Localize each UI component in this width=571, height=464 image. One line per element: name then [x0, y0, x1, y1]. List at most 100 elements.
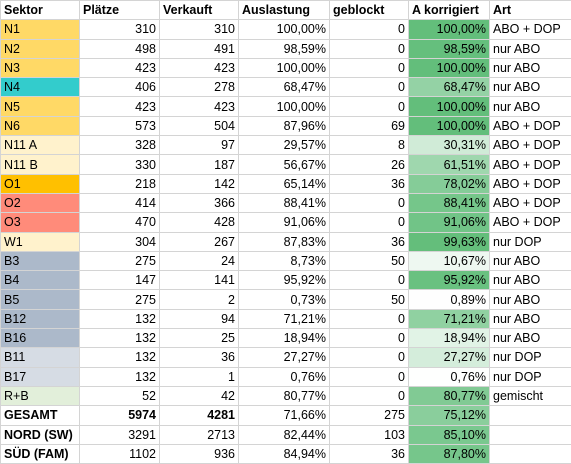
cell-plaetze[interactable]: 1102: [80, 444, 160, 463]
cell-sektor[interactable]: B16: [1, 329, 80, 348]
cell-auslastung[interactable]: 82,44%: [239, 425, 330, 444]
cell-a-korrigiert[interactable]: 80,77%: [409, 386, 490, 405]
cell-a-korrigiert[interactable]: 61,51%: [409, 155, 490, 174]
cell-auslastung[interactable]: 56,67%: [239, 155, 330, 174]
cell-art[interactable]: ABO + DOP: [490, 213, 571, 232]
cell-verkauft[interactable]: 366: [160, 193, 239, 212]
cell-sektor[interactable]: B5: [1, 290, 80, 309]
cell-plaetze[interactable]: 310: [80, 20, 160, 39]
cell-plaetze[interactable]: 304: [80, 232, 160, 251]
cell-sektor[interactable]: N5: [1, 97, 80, 116]
cell-a-korrigiert[interactable]: 100,00%: [409, 97, 490, 116]
cell-verkauft[interactable]: 278: [160, 78, 239, 97]
header-verkauft[interactable]: Verkauft: [160, 1, 239, 20]
header-plaetze[interactable]: Plätze: [80, 1, 160, 20]
cell-a-korrigiert[interactable]: 18,94%: [409, 329, 490, 348]
cell-verkauft[interactable]: 4281: [160, 406, 239, 425]
cell-auslastung[interactable]: 71,66%: [239, 406, 330, 425]
cell-verkauft[interactable]: 428: [160, 213, 239, 232]
cell-art[interactable]: gemischt: [490, 386, 571, 405]
cell-plaetze[interactable]: 470: [80, 213, 160, 232]
cell-a-korrigiert[interactable]: 98,59%: [409, 39, 490, 58]
cell-auslastung[interactable]: 95,92%: [239, 271, 330, 290]
cell-art[interactable]: nur ABO: [490, 58, 571, 77]
cell-auslastung[interactable]: 80,77%: [239, 386, 330, 405]
cell-a-korrigiert[interactable]: 71,21%: [409, 309, 490, 328]
cell-art[interactable]: nur ABO: [490, 329, 571, 348]
cell-sektor[interactable]: B17: [1, 367, 80, 386]
cell-plaetze[interactable]: 132: [80, 367, 160, 386]
cell-geblockt[interactable]: 0: [330, 309, 409, 328]
cell-geblockt[interactable]: 0: [330, 386, 409, 405]
cell-plaetze[interactable]: 132: [80, 309, 160, 328]
cell-verkauft[interactable]: 504: [160, 116, 239, 135]
cell-a-korrigiert[interactable]: 88,41%: [409, 193, 490, 212]
cell-art[interactable]: ABO + DOP: [490, 136, 571, 155]
cell-plaetze[interactable]: 414: [80, 193, 160, 212]
cell-auslastung[interactable]: 18,94%: [239, 329, 330, 348]
cell-geblockt[interactable]: 26: [330, 155, 409, 174]
cell-plaetze[interactable]: 328: [80, 136, 160, 155]
cell-art[interactable]: [490, 406, 571, 425]
cell-a-korrigiert[interactable]: 95,92%: [409, 271, 490, 290]
cell-art[interactable]: nur ABO: [490, 309, 571, 328]
cell-art[interactable]: nur DOP: [490, 232, 571, 251]
cell-art[interactable]: ABO + DOP: [490, 174, 571, 193]
cell-plaetze[interactable]: 406: [80, 78, 160, 97]
cell-art[interactable]: ABO + DOP: [490, 116, 571, 135]
cell-auslastung[interactable]: 8,73%: [239, 251, 330, 270]
cell-auslastung[interactable]: 84,94%: [239, 444, 330, 463]
cell-verkauft[interactable]: 94: [160, 309, 239, 328]
cell-a-korrigiert[interactable]: 0,76%: [409, 367, 490, 386]
cell-art[interactable]: ABO + DOP: [490, 193, 571, 212]
cell-verkauft[interactable]: 36: [160, 348, 239, 367]
cell-a-korrigiert[interactable]: 10,67%: [409, 251, 490, 270]
cell-plaetze[interactable]: 275: [80, 251, 160, 270]
cell-geblockt[interactable]: 0: [330, 58, 409, 77]
cell-verkauft[interactable]: 1: [160, 367, 239, 386]
cell-plaetze[interactable]: 218: [80, 174, 160, 193]
cell-sektor[interactable]: O3: [1, 213, 80, 232]
cell-a-korrigiert[interactable]: 87,80%: [409, 444, 490, 463]
header-auslastung[interactable]: Auslastung: [239, 1, 330, 20]
cell-a-korrigiert[interactable]: 0,89%: [409, 290, 490, 309]
cell-art[interactable]: nur ABO: [490, 97, 571, 116]
cell-a-korrigiert[interactable]: 68,47%: [409, 78, 490, 97]
cell-verkauft[interactable]: 25: [160, 329, 239, 348]
cell-geblockt[interactable]: 50: [330, 251, 409, 270]
cell-verkauft[interactable]: 423: [160, 58, 239, 77]
cell-auslastung[interactable]: 27,27%: [239, 348, 330, 367]
cell-plaetze[interactable]: 573: [80, 116, 160, 135]
cell-a-korrigiert[interactable]: 99,63%: [409, 232, 490, 251]
cell-geblockt[interactable]: 36: [330, 174, 409, 193]
cell-verkauft[interactable]: 310: [160, 20, 239, 39]
cell-a-korrigiert[interactable]: 75,12%: [409, 406, 490, 425]
cell-plaetze[interactable]: 52: [80, 386, 160, 405]
cell-plaetze[interactable]: 132: [80, 329, 160, 348]
header-a-korrigiert[interactable]: A korrigiert: [409, 1, 490, 20]
cell-art[interactable]: [490, 425, 571, 444]
cell-plaetze[interactable]: 3291: [80, 425, 160, 444]
cell-auslastung[interactable]: 100,00%: [239, 58, 330, 77]
cell-a-korrigiert[interactable]: 78,02%: [409, 174, 490, 193]
cell-verkauft[interactable]: 2713: [160, 425, 239, 444]
cell-art[interactable]: ABO + DOP: [490, 155, 571, 174]
cell-verkauft[interactable]: 97: [160, 136, 239, 155]
cell-geblockt[interactable]: 36: [330, 232, 409, 251]
cell-verkauft[interactable]: 491: [160, 39, 239, 58]
cell-plaetze[interactable]: 423: [80, 58, 160, 77]
cell-verkauft[interactable]: 142: [160, 174, 239, 193]
cell-geblockt[interactable]: 0: [330, 367, 409, 386]
cell-a-korrigiert[interactable]: 27,27%: [409, 348, 490, 367]
cell-sektor[interactable]: SÜD (FAM): [1, 444, 80, 463]
cell-geblockt[interactable]: 0: [330, 20, 409, 39]
cell-auslastung[interactable]: 68,47%: [239, 78, 330, 97]
cell-geblockt[interactable]: 275: [330, 406, 409, 425]
cell-auslastung[interactable]: 87,83%: [239, 232, 330, 251]
cell-sektor[interactable]: B11: [1, 348, 80, 367]
cell-art[interactable]: nur ABO: [490, 290, 571, 309]
cell-a-korrigiert[interactable]: 91,06%: [409, 213, 490, 232]
cell-a-korrigiert[interactable]: 100,00%: [409, 58, 490, 77]
cell-verkauft[interactable]: 24: [160, 251, 239, 270]
cell-art[interactable]: nur ABO: [490, 271, 571, 290]
